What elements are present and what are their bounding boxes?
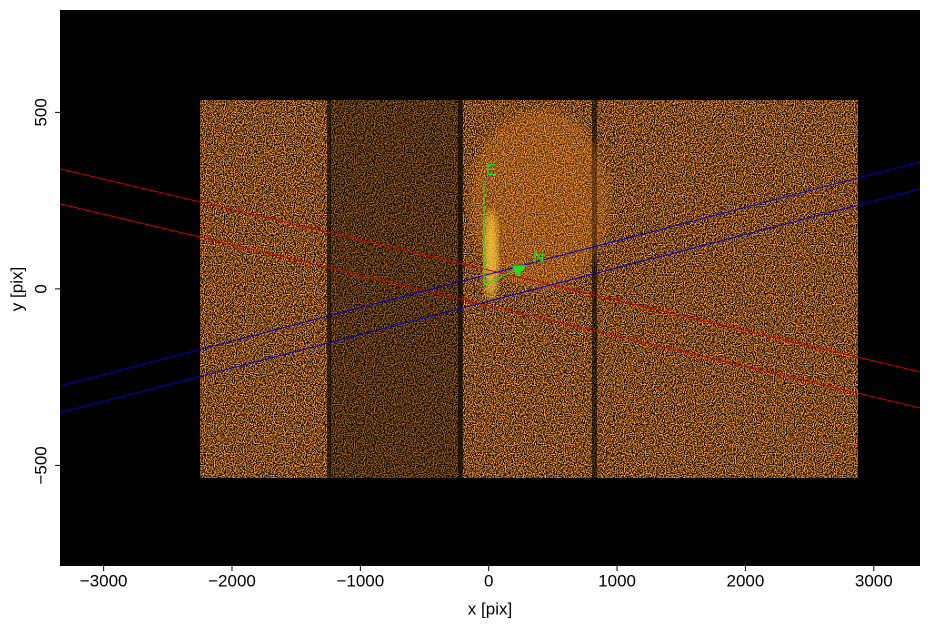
x-tick-label: 1000	[598, 571, 636, 590]
detector-image	[200, 100, 858, 478]
x-tick-label: −3000	[80, 571, 128, 590]
compass-n-arrow	[483, 267, 521, 286]
compass	[483, 180, 526, 286]
arrow-head	[512, 265, 526, 277]
region-line	[60, 168, 920, 373]
chip	[330, 100, 462, 478]
y-tick-label: 500	[31, 98, 50, 126]
region-line	[60, 161, 920, 387]
x-tick-label: 2000	[727, 571, 765, 590]
compass-label: E	[486, 162, 497, 179]
x-tick-label: −2000	[208, 571, 256, 590]
x-tick-label: 3000	[855, 571, 893, 590]
y-axis-label: y [pix]	[7, 267, 26, 311]
region-line	[60, 188, 920, 414]
x-tick-label: −1000	[336, 571, 384, 590]
y-tick-label: −500	[31, 446, 50, 484]
chip-gap	[458, 100, 463, 478]
y-tick-label: 0	[31, 284, 50, 293]
glow	[470, 110, 610, 290]
chip-gap	[592, 100, 597, 478]
compass-label: N	[533, 249, 545, 266]
source	[484, 210, 498, 300]
x-tick-label: 0	[484, 571, 493, 590]
region-lines	[60, 161, 920, 414]
chip-gap	[327, 100, 331, 478]
region-line	[60, 203, 920, 409]
x-axis-label: x [pix]	[468, 599, 512, 618]
